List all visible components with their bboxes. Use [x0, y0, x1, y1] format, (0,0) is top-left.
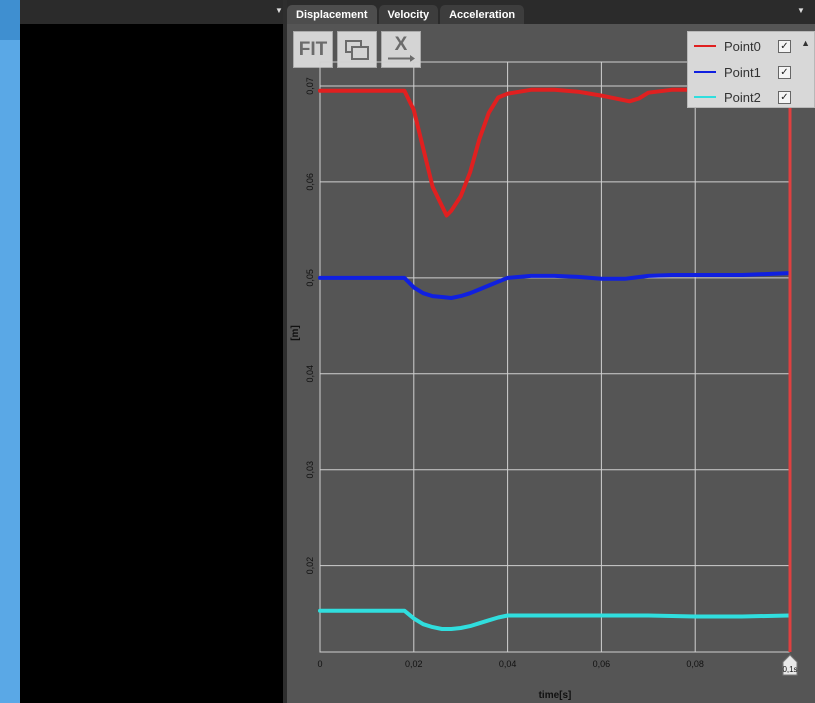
chart-ticks: 0 0,02 0,04 0,06 0,08 0,02 0,03 0,04 0,05 0,06 0,0…: [305, 77, 704, 669]
graph-tabs: Displacement Velocity Acceleration: [287, 5, 526, 24]
x-tick-label: 0,04: [499, 659, 517, 669]
x-label: X: [394, 34, 408, 55]
legend-label: Point2: [724, 89, 761, 105]
series-line-point0: [318, 87, 791, 218]
y-tick-label: 0,03: [305, 461, 315, 479]
x-axis-label: time[s]: [539, 690, 572, 701]
video-viewport[interactable]: [20, 24, 283, 703]
legend-checkbox[interactable]: ✓: [778, 65, 791, 79]
y-tick-label: 0,05: [305, 269, 315, 287]
y-tick-label: 0,04: [305, 365, 315, 383]
x-tick-label: 0,08: [686, 659, 704, 669]
legend-swatch: [694, 45, 716, 47]
panel-collapse-icon[interactable]: ▼: [275, 6, 283, 15]
cursor-handle[interactable]: [782, 654, 798, 676]
legend-label: Point1: [724, 64, 761, 80]
displacement-chart[interactable]: 0 0,02 0,04 0,06 0,08 0,02 0,03 0,04 0,05 0,06 0,0…: [287, 24, 815, 703]
left-side-panel: [0, 0, 20, 703]
tab-acceleration[interactable]: Acceleration: [440, 5, 525, 24]
panel-menu-icon[interactable]: ▼: [797, 6, 805, 15]
chart-grid: [319, 61, 790, 653]
left-panel-notch: [0, 0, 20, 40]
legend-scroll-up-icon[interactable]: ▲: [801, 38, 810, 48]
cursor-label: 0,1s: [782, 665, 797, 674]
arrow-right-icon: [388, 55, 415, 62]
fit-label: FIT: [298, 38, 328, 60]
legend-item-point0[interactable]: Point0 ✓: [694, 37, 791, 55]
legend-label: Point0: [724, 38, 761, 54]
x-tick-label: 0,02: [405, 659, 423, 669]
graph-panel: [287, 24, 815, 703]
legend-swatch: [694, 96, 716, 98]
legend-item-point1[interactable]: Point1 ✓: [694, 63, 791, 81]
legend-item-point2[interactable]: Point2 ✓: [694, 88, 791, 106]
window-icon: [345, 39, 369, 60]
y-axis-label: [m]: [290, 325, 301, 341]
legend-checkbox[interactable]: ✓: [778, 39, 791, 53]
chart-legend: Point0 ✓ Point1 ✓ Point2 ✓ ▲: [687, 31, 815, 108]
x-tick-label: 0: [317, 659, 322, 669]
plot-frame: [319, 61, 790, 653]
legend-checkbox[interactable]: ✓: [778, 90, 791, 104]
tab-velocity[interactable]: Velocity: [378, 5, 439, 24]
y-tick-label: 0,06: [305, 173, 315, 191]
time-cursor[interactable]: 0,1s: [782, 42, 798, 676]
x-tick-label: 0,06: [593, 659, 611, 669]
chart-series: [318, 87, 791, 631]
legend-swatch: [694, 71, 716, 73]
series-line-point2: [318, 608, 791, 631]
splitter[interactable]: [283, 0, 287, 703]
y-tick-label: 0,02: [305, 557, 315, 575]
y-tick-label: 0,07: [305, 77, 315, 95]
tab-displacement[interactable]: Displacement: [287, 5, 377, 24]
series-line-point1: [318, 271, 791, 300]
